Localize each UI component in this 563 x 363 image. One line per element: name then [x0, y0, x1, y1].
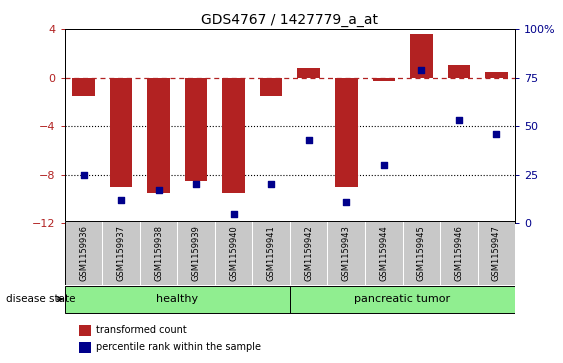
Bar [148, 78, 170, 193]
Bar [222, 78, 245, 193]
Point [454, 117, 463, 123]
Point [267, 182, 276, 187]
Text: percentile rank within the sample: percentile rank within the sample [96, 342, 261, 352]
Point [342, 199, 351, 205]
Point [154, 187, 163, 193]
Bar [79, 325, 91, 336]
Bar [72, 78, 95, 96]
Bar [448, 65, 470, 78]
Title: GDS4767 / 1427779_a_at: GDS4767 / 1427779_a_at [202, 13, 378, 26]
Bar [297, 68, 320, 78]
Bar [260, 78, 283, 96]
Text: GSM1159937: GSM1159937 [117, 225, 126, 281]
FancyBboxPatch shape [177, 221, 215, 285]
Text: GSM1159936: GSM1159936 [79, 225, 88, 281]
Bar [79, 342, 91, 353]
Point [304, 137, 313, 143]
Point [492, 131, 501, 137]
Text: GSM1159939: GSM1159939 [191, 225, 200, 281]
Text: GSM1159940: GSM1159940 [229, 225, 238, 281]
FancyBboxPatch shape [403, 221, 440, 285]
Text: GSM1159945: GSM1159945 [417, 225, 426, 281]
Text: GSM1159941: GSM1159941 [267, 225, 276, 281]
Text: healthy: healthy [157, 294, 198, 304]
FancyBboxPatch shape [140, 221, 177, 285]
FancyBboxPatch shape [440, 221, 477, 285]
Text: GSM1159942: GSM1159942 [304, 225, 313, 281]
Bar [373, 78, 395, 81]
Point [229, 211, 238, 216]
FancyBboxPatch shape [328, 221, 365, 285]
Bar [485, 72, 508, 78]
FancyBboxPatch shape [365, 221, 403, 285]
Text: disease state: disease state [6, 294, 75, 304]
FancyBboxPatch shape [290, 221, 328, 285]
Text: GSM1159946: GSM1159946 [454, 225, 463, 281]
Point [191, 182, 200, 187]
Bar [110, 78, 132, 187]
FancyBboxPatch shape [65, 286, 290, 313]
Bar [335, 78, 358, 187]
Bar [410, 34, 432, 78]
Point [379, 162, 388, 168]
Text: GSM1159943: GSM1159943 [342, 225, 351, 281]
FancyBboxPatch shape [290, 286, 515, 313]
FancyBboxPatch shape [102, 221, 140, 285]
Text: pancreatic tumor: pancreatic tumor [355, 294, 450, 304]
FancyBboxPatch shape [215, 221, 252, 285]
FancyBboxPatch shape [65, 221, 102, 285]
Text: GSM1159938: GSM1159938 [154, 225, 163, 281]
Text: GSM1159947: GSM1159947 [492, 225, 501, 281]
FancyBboxPatch shape [252, 221, 290, 285]
Point [417, 67, 426, 73]
Point [117, 197, 126, 203]
FancyBboxPatch shape [477, 221, 515, 285]
Text: GSM1159944: GSM1159944 [379, 225, 388, 281]
Bar [185, 78, 207, 181]
Text: transformed count: transformed count [96, 325, 186, 335]
Point [79, 172, 88, 178]
